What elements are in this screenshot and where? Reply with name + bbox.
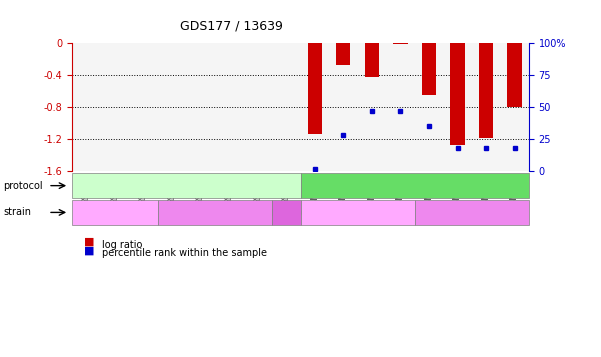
Bar xyxy=(365,43,379,76)
Text: fhCMV-T: fhCMV-T xyxy=(98,208,132,217)
Text: fhCMV-T: fhCMV-T xyxy=(341,208,374,217)
Text: log ratio: log ratio xyxy=(102,240,142,250)
Text: protocol: protocol xyxy=(3,181,43,191)
Text: percentile rank within the sample: percentile rank within the sample xyxy=(102,248,267,258)
Bar xyxy=(336,43,350,65)
Text: fhCMV-H: fhCMV-H xyxy=(197,208,233,217)
Text: fhCMV-H: fhCMV-H xyxy=(454,208,490,217)
Text: strain: strain xyxy=(3,207,31,217)
Bar xyxy=(450,43,465,145)
Text: GDS177 / 13639: GDS177 / 13639 xyxy=(180,19,283,32)
Text: ■: ■ xyxy=(84,246,94,256)
Text: ■: ■ xyxy=(84,237,94,247)
Text: UV-inactivated: UV-inactivated xyxy=(379,181,450,191)
Bar xyxy=(422,43,436,95)
Bar xyxy=(393,43,407,44)
Bar xyxy=(479,43,493,137)
Text: CMV_AD169: CMV_AD169 xyxy=(261,208,312,217)
Bar xyxy=(507,43,522,107)
Text: active: active xyxy=(171,181,201,191)
Bar xyxy=(308,43,322,134)
